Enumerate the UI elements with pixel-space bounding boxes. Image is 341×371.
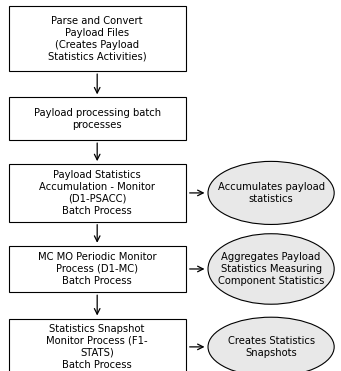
Text: Payload Statistics
Accumulation - Monitor
(D1-PSACC)
Batch Process: Payload Statistics Accumulation - Monito…	[39, 170, 155, 216]
FancyBboxPatch shape	[9, 246, 186, 292]
Ellipse shape	[208, 234, 334, 304]
FancyBboxPatch shape	[9, 164, 186, 222]
Ellipse shape	[208, 317, 334, 371]
Text: Accumulates payload
statistics: Accumulates payload statistics	[218, 182, 325, 204]
Ellipse shape	[208, 161, 334, 224]
Text: Aggregates Payload
Statistics Measuring
Component Statistics: Aggregates Payload Statistics Measuring …	[218, 252, 324, 286]
FancyBboxPatch shape	[9, 97, 186, 140]
Text: Statistics Snapshot
Monitor Process (F1-
STATS)
Batch Process: Statistics Snapshot Monitor Process (F1-…	[46, 324, 148, 370]
Text: Creates Statistics
Snapshots: Creates Statistics Snapshots	[227, 336, 315, 358]
Text: MC MO Periodic Monitor
Process (D1-MC)
Batch Process: MC MO Periodic Monitor Process (D1-MC) B…	[38, 252, 157, 286]
FancyBboxPatch shape	[9, 319, 186, 371]
FancyBboxPatch shape	[9, 6, 186, 71]
Text: Parse and Convert
Payload Files
(Creates Payload
Statistics Activities): Parse and Convert Payload Files (Creates…	[48, 16, 147, 62]
Text: Payload processing batch
processes: Payload processing batch processes	[34, 108, 161, 130]
